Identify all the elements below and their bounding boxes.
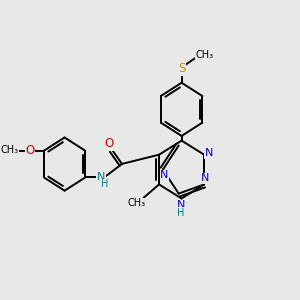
Text: CH₃: CH₃ (0, 145, 18, 155)
Text: N: N (201, 173, 210, 183)
Text: N: N (97, 172, 105, 182)
Text: CH₃: CH₃ (128, 199, 146, 208)
Text: H: H (101, 179, 109, 189)
Text: O: O (25, 144, 34, 157)
Text: H: H (177, 208, 185, 218)
Text: N: N (177, 200, 185, 210)
Text: N: N (205, 148, 213, 158)
Text: S: S (178, 62, 185, 75)
Text: CH₃: CH₃ (196, 50, 214, 60)
Text: O: O (104, 137, 113, 150)
Text: N: N (160, 170, 169, 180)
